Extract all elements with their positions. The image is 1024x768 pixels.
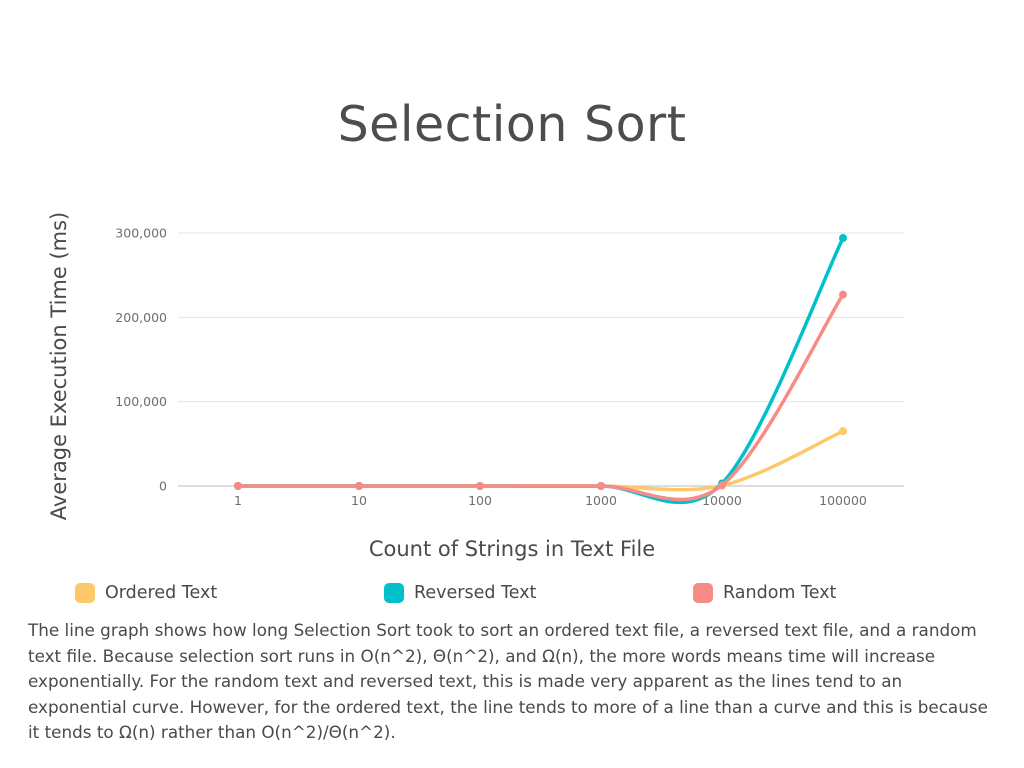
data-point-random-text — [718, 481, 726, 490]
description-text: The line graph shows how long Selection … — [28, 620, 988, 742]
legend-item-ordered: Ordered Text — [75, 580, 217, 606]
legend-item-reversed: Reversed Text — [384, 580, 536, 606]
data-point-random-text — [355, 482, 363, 490]
y-tick-label: 300,000 — [115, 226, 167, 241]
legend-swatch-reversed — [384, 583, 404, 603]
data-point-random-text — [839, 290, 847, 299]
x-axis-label: Count of Strings in Text File — [368, 537, 656, 561]
data-point-random-text — [597, 482, 605, 490]
x-tick-label: 1 — [234, 493, 242, 508]
series-lines — [234, 234, 847, 504]
chart-title: Selection Sort — [337, 96, 687, 153]
legend-swatch-random — [693, 583, 713, 603]
series-line-random-text — [236, 292, 845, 502]
legend-item-random: Random Text — [693, 580, 836, 606]
y-tick-label: 0 — [159, 479, 167, 494]
x-tick-label: 10 — [351, 493, 367, 508]
y-tick-label: 200,000 — [115, 310, 167, 325]
x-tick-label: 10000 — [702, 493, 742, 508]
y-tick-label: 100,000 — [115, 394, 167, 409]
gridlines — [178, 232, 904, 487]
data-point-random-text — [234, 482, 242, 490]
legend-label-reversed: Reversed Text — [414, 583, 537, 603]
legend-swatch-ordered — [75, 583, 95, 603]
y-tick-labels: 0 100,000 200,000 300,000 — [115, 226, 167, 494]
legend-label-random: Random Text — [723, 583, 837, 603]
data-point-random-text — [476, 482, 484, 490]
x-tick-labels: 1 10 100 1000 10000 100000 — [234, 493, 867, 508]
x-tick-label: 100000 — [819, 493, 867, 508]
legend-label-ordered: Ordered Text — [105, 583, 218, 603]
x-tick-label: 1000 — [585, 493, 617, 508]
y-axis-label: Average Execution Time (ms) — [47, 212, 71, 521]
data-point-reversed-text — [839, 234, 847, 243]
x-tick-label: 100 — [468, 493, 492, 508]
data-point-ordered-text — [839, 427, 847, 436]
series-line-reversed-text — [236, 236, 845, 504]
